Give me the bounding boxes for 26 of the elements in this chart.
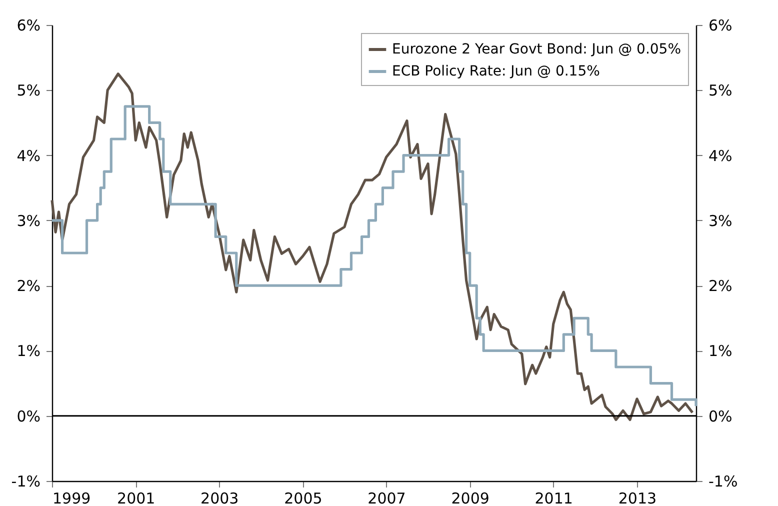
y-tick-label: 3%: [16, 212, 40, 230]
legend-label: Eurozone 2 Year Govt Bond: Jun @ 0.05%: [392, 42, 682, 58]
x-tick-label: 2005: [284, 490, 322, 506]
y-tick-label: 0%: [16, 407, 40, 426]
x-tick-label: 2001: [117, 490, 156, 506]
y2-tick-label: 2%: [708, 277, 732, 296]
x-tick-label: 2011: [534, 490, 573, 506]
y-tick-label: 5%: [16, 82, 40, 100]
x-tick-label: 2003: [200, 490, 239, 506]
x-tick-label: 2009: [451, 490, 490, 506]
y-tick-label: -1%: [11, 472, 40, 490]
y-tick-label: 4%: [16, 146, 40, 165]
x-tick-label: 2013: [618, 490, 657, 506]
y2-tick-label: -1%: [708, 472, 738, 490]
y-tick-label: 2%: [16, 277, 40, 296]
y2-tick-label: 0%: [708, 407, 732, 426]
y2-tick-label: 5%: [708, 82, 732, 100]
y-tick-label: 6%: [16, 16, 40, 34]
x-tick-label: 1999: [52, 490, 91, 506]
y2-tick-label: 4%: [708, 146, 732, 165]
y2-tick-label: 6%: [708, 16, 732, 34]
y-tick-label: 1%: [16, 342, 40, 360]
y2-tick-label: 1%: [708, 342, 732, 360]
y2-tick-label: 3%: [708, 212, 732, 230]
legend-label: ECB Policy Rate: Jun @ 0.15%: [392, 64, 600, 80]
x-tick-label: 2007: [368, 490, 406, 506]
